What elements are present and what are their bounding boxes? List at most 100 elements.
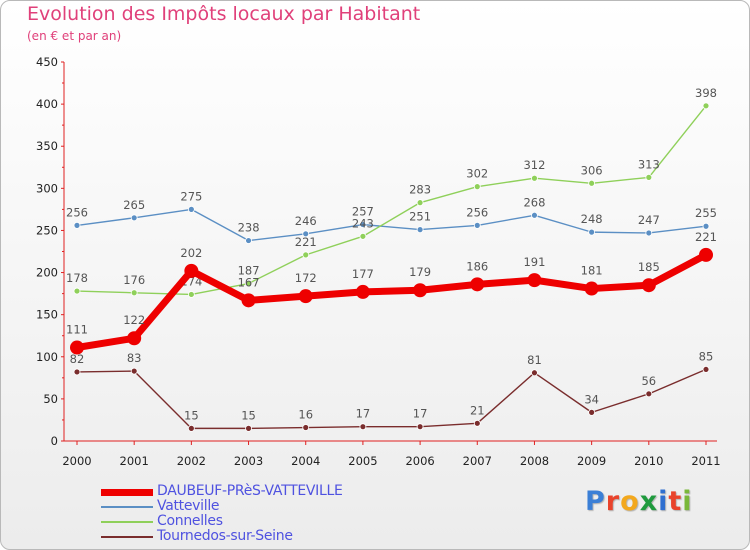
data-label: 181 <box>581 264 603 278</box>
data-point <box>187 205 195 213</box>
x-tick-label: 2007 <box>463 454 492 468</box>
logo-letter: x <box>639 486 659 517</box>
data-point <box>73 221 81 229</box>
data-label: 306 <box>581 163 603 177</box>
data-label: 251 <box>409 210 431 224</box>
data-label: 398 <box>695 86 717 100</box>
series-line <box>76 368 707 430</box>
data-point <box>73 368 81 376</box>
data-label: 221 <box>295 235 317 249</box>
logo-letter: r <box>605 486 621 517</box>
data-point <box>130 367 138 375</box>
y-tick-label: 350 <box>36 139 58 153</box>
y-tick-label: 400 <box>36 97 58 111</box>
proxiti-logo: Proxiti <box>585 486 693 517</box>
data-point <box>702 222 710 230</box>
data-point <box>245 424 252 432</box>
x-tick-label: 2000 <box>62 454 91 468</box>
data-label: 185 <box>638 260 660 274</box>
data-point <box>645 390 653 398</box>
data-point <box>473 221 481 229</box>
logo-letter: i <box>682 486 693 517</box>
data-point <box>359 221 367 228</box>
data-label: 238 <box>238 221 260 235</box>
data-point <box>187 424 195 432</box>
data-label: 122 <box>123 313 145 327</box>
data-label: 56 <box>641 374 656 388</box>
data-point <box>470 277 485 292</box>
data-label: 312 <box>523 158 545 172</box>
data-label: 247 <box>638 213 660 227</box>
data-label: 191 <box>523 255 545 269</box>
legend-swatch <box>101 521 153 523</box>
data-point <box>527 273 542 288</box>
series-line <box>76 208 707 242</box>
data-label: 16 <box>298 408 313 422</box>
logo-letter: o <box>620 486 640 517</box>
data-point <box>645 229 653 237</box>
data-point <box>187 291 195 298</box>
data-point <box>302 424 310 431</box>
data-label: 111 <box>66 323 88 337</box>
data-label: 85 <box>699 349 714 363</box>
data-point <box>302 230 310 238</box>
legend-swatch <box>101 536 153 538</box>
data-label: 177 <box>352 267 374 281</box>
data-label: 265 <box>123 198 145 212</box>
data-point <box>355 284 370 299</box>
data-point <box>127 331 142 346</box>
data-point <box>702 102 710 110</box>
data-point <box>531 174 538 182</box>
legend-swatch <box>101 506 153 508</box>
x-tick-label: 2004 <box>291 454 320 468</box>
data-label: 34 <box>584 392 599 406</box>
series-line <box>76 105 707 296</box>
logo-letter: t <box>668 486 683 517</box>
y-tick-label: 300 <box>36 181 58 195</box>
data-point <box>302 251 310 259</box>
data-point <box>473 419 481 427</box>
y-tick-label: 250 <box>36 223 58 237</box>
y-tick-label: 200 <box>36 266 58 280</box>
legend-item: DAUBEUF-PRèS-VATTEVILLE <box>101 483 401 500</box>
data-point <box>241 293 256 308</box>
series-line <box>76 251 708 351</box>
data-label: 17 <box>413 407 428 421</box>
legend-item: Tournedos-sur-Seine <box>101 528 401 545</box>
y-tick-label: 150 <box>36 308 58 322</box>
data-label: 187 <box>238 264 260 278</box>
data-point <box>298 289 313 304</box>
data-point <box>245 237 252 244</box>
legend-swatch <box>101 488 153 496</box>
y-tick-label: 450 <box>36 55 58 69</box>
data-point <box>531 369 538 377</box>
data-point <box>473 183 481 191</box>
data-label: 256 <box>66 205 88 219</box>
data-point <box>584 281 599 296</box>
legend: DAUBEUF-PRèS-VATTEVILLE Vatteville Connell… <box>101 483 401 545</box>
chart-subtitle: (en € et par an) <box>27 29 122 43</box>
legend-label: Connelles <box>157 513 223 529</box>
data-point <box>645 173 653 181</box>
logo-letter: P <box>585 486 606 517</box>
x-tick-label: 2005 <box>348 454 377 468</box>
data-label: 256 <box>466 205 488 219</box>
data-point <box>70 340 84 355</box>
data-point <box>588 179 596 187</box>
logo-letter: i <box>658 486 669 517</box>
data-point <box>73 287 81 295</box>
data-label: 17 <box>356 407 371 421</box>
data-label: 21 <box>470 403 485 417</box>
data-label: 179 <box>409 265 431 279</box>
legend-item: Vatteville <box>101 498 401 515</box>
data-label: 221 <box>695 230 717 244</box>
data-label: 275 <box>180 189 202 203</box>
data-label: 172 <box>295 271 317 285</box>
x-tick-label: 2001 <box>120 454 149 468</box>
data-label: 302 <box>466 167 488 181</box>
data-label: 283 <box>409 183 431 197</box>
data-label: 15 <box>184 408 199 422</box>
data-point <box>130 289 138 297</box>
data-label: 82 <box>70 352 85 366</box>
data-label: 176 <box>123 273 145 287</box>
